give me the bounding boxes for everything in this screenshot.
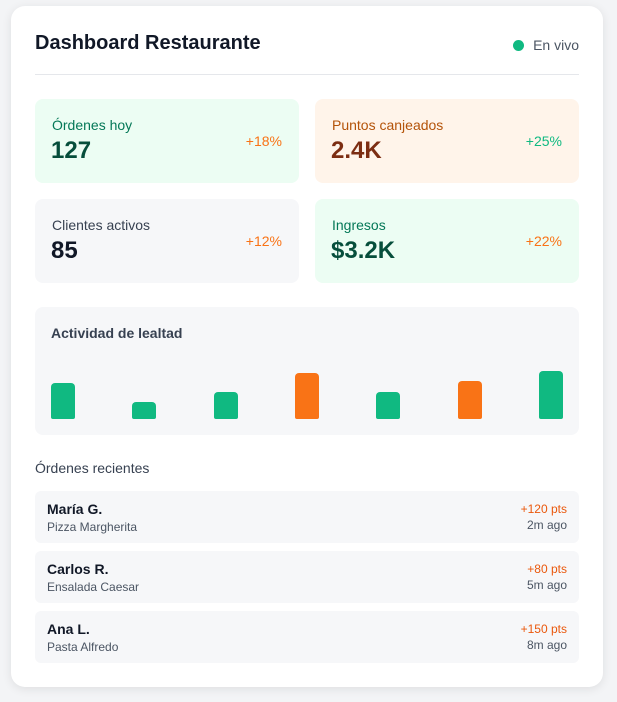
stat-card-active-clients[interactable]: Clientes activos 85 +12%	[35, 199, 299, 283]
stat-value: $3.2K	[331, 237, 396, 264]
activity-bar	[214, 392, 238, 419]
activity-bar	[539, 371, 563, 419]
activity-bar	[132, 402, 156, 419]
activity-bar	[51, 383, 75, 419]
dashboard-header: Dashboard Restaurante En vivo	[35, 28, 579, 75]
stat-card-orders-today[interactable]: Órdenes hoy 127 +18%	[35, 99, 299, 183]
stat-label: Clientes activos	[52, 217, 151, 233]
activity-bar-chart	[51, 363, 563, 419]
activity-bar	[295, 373, 319, 419]
order-customer-name: Ana L.	[47, 621, 90, 637]
stat-delta: +22%	[525, 233, 562, 249]
order-row[interactable]: Carlos R. Ensalada Caesar +80 pts 5m ago	[35, 551, 579, 603]
loyalty-activity-panel: Actividad de lealtad	[35, 307, 579, 435]
stat-delta: +18%	[245, 133, 282, 149]
live-dot-icon	[513, 39, 525, 51]
order-item: Pasta Alfredo	[47, 640, 119, 654]
order-points: +150 pts	[520, 622, 567, 636]
order-item: Pizza Margherita	[47, 520, 138, 534]
order-row[interactable]: María G. Pizza Margherita +120 pts 2m ag…	[35, 491, 579, 543]
order-time: 5m ago	[526, 578, 567, 592]
stat-card-points-redeemed[interactable]: Puntos canjeados 2.4K +25%	[315, 99, 579, 183]
stat-label: Ingresos	[332, 217, 386, 233]
stat-value: 127	[51, 137, 92, 164]
activity-bar	[376, 392, 400, 419]
order-time: 8m ago	[526, 638, 567, 652]
order-points: +80 pts	[527, 562, 567, 576]
order-time: 2m ago	[526, 518, 567, 532]
page-title: Dashboard Restaurante	[35, 32, 261, 54]
stat-delta: +12%	[245, 233, 282, 249]
order-customer-name: Carlos R.	[47, 561, 109, 577]
activity-bar	[458, 381, 482, 419]
activity-title: Actividad de lealtad	[51, 325, 183, 341]
stat-value: 2.4K	[331, 137, 382, 164]
stat-delta: +25%	[525, 133, 562, 149]
live-status: En vivo	[513, 37, 579, 53]
order-customer-name: María G.	[47, 501, 103, 517]
order-item: Ensalada Caesar	[47, 580, 140, 594]
order-row[interactable]: Ana L. Pasta Alfredo +150 pts 8m ago	[35, 611, 579, 663]
stat-card-revenue[interactable]: Ingresos $3.2K +22%	[315, 199, 579, 283]
recent-orders-title: Órdenes recientes	[35, 460, 150, 476]
order-points: +120 pts	[520, 502, 567, 516]
dashboard-card: Dashboard Restaurante En vivo Órdenes ho…	[11, 6, 603, 687]
stat-value: 85	[51, 237, 78, 264]
stat-label: Órdenes hoy	[52, 117, 133, 133]
live-status-label: En vivo	[533, 37, 579, 53]
stat-label: Puntos canjeados	[332, 117, 444, 133]
